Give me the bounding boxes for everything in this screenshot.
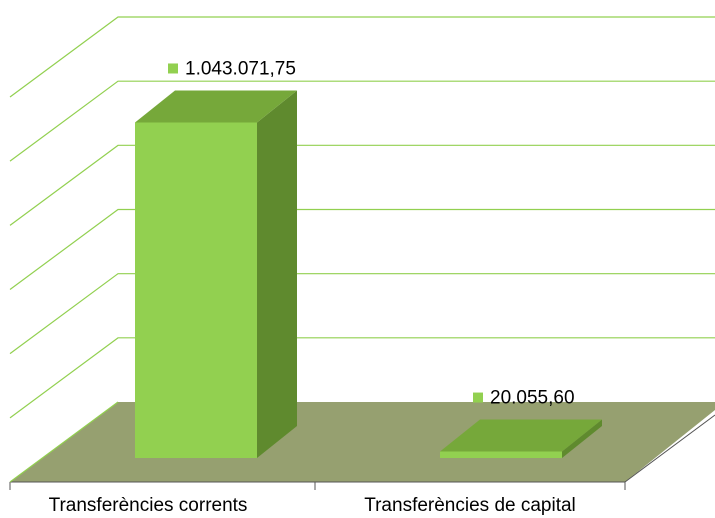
bar-side [257, 90, 297, 459]
bar [440, 419, 602, 458]
legend-marker [168, 63, 178, 74]
grid-line [9, 273, 715, 355]
data-label: 1.043.071,75 [185, 58, 296, 79]
bar [135, 90, 297, 459]
legend-marker [473, 392, 483, 403]
grid-line [9, 208, 715, 290]
grid-line [9, 337, 715, 419]
x-tick-label: Transferències de capital [364, 495, 576, 516]
x-axis-depth [624, 414, 715, 483]
bar-top [440, 419, 602, 452]
x-tick-label: Transferències corrents [49, 495, 248, 516]
data-label: 20.055,60 [490, 388, 575, 409]
bar-front [440, 451, 562, 458]
grid-line [9, 144, 715, 226]
bar-front [135, 122, 257, 459]
grid-line [9, 80, 715, 162]
grid-line [9, 401, 119, 483]
bar-side [562, 419, 602, 458]
floor [10, 402, 715, 482]
bar-top [135, 90, 297, 123]
grid-line [9, 16, 715, 98]
